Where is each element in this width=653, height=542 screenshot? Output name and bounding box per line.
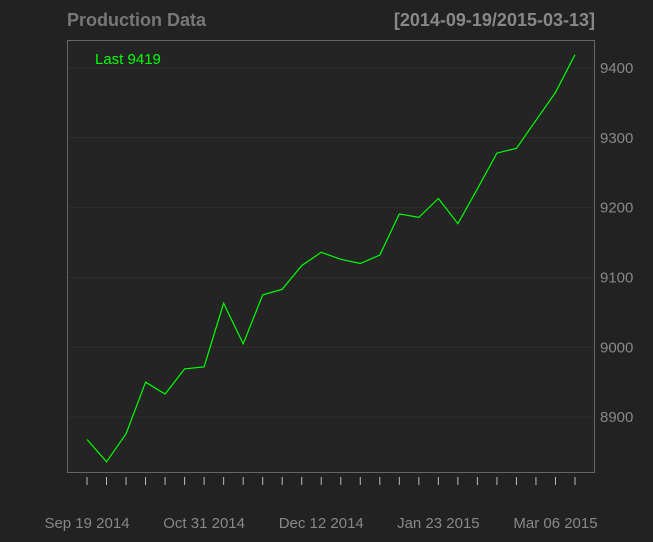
x-axis-labels: Sep 19 2014 Oct 31 2014 Dec 12 2014 Jan 23 … [44,515,597,532]
x-tick-label: Oct 31 2014 [163,515,245,532]
x-axis-ticks [86,477,576,485]
y-tick-label: 8900 [600,409,633,426]
grid-lines [67,67,595,418]
x-tick-label: Dec 12 2014 [279,515,364,532]
last-value-label: Last 9419 [95,51,161,68]
plot-area [67,40,595,473]
chart-date-range: [2014-09-19/2015-03-13] [394,10,595,30]
x-tick-label: Mar 06 2015 [513,515,597,532]
y-tick-label: 9000 [600,339,633,356]
y-tick-label: 9100 [600,269,633,286]
x-tick-label: Sep 19 2014 [44,515,129,532]
y-tick-label: 9300 [600,130,633,147]
chart-title: Production Data [67,10,207,30]
y-tick-label: 9200 [600,200,633,217]
y-tick-label: 9400 [600,60,633,77]
x-tick-label: Jan 23 2015 [397,515,480,532]
y-axis-labels: 8900 9000 9100 9200 9300 9400 [600,60,633,426]
series-line [86,54,576,463]
plot-frame [67,40,595,473]
